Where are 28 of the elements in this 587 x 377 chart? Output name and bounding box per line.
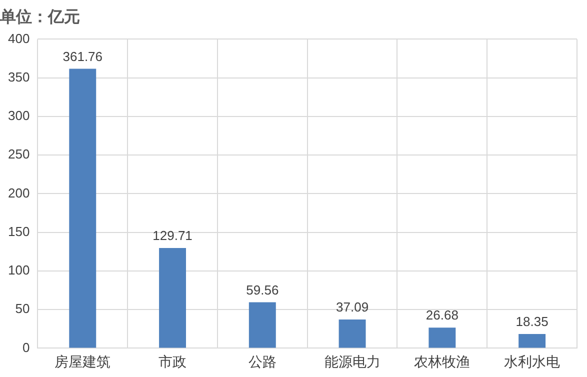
y-tick-label: 50 <box>15 301 30 316</box>
y-tick-label: 400 <box>8 30 30 46</box>
y-tick-label: 250 <box>8 146 30 162</box>
bar <box>69 68 96 348</box>
x-tick-label: 公路 <box>248 353 276 370</box>
x-tick-label: 市政 <box>158 353 187 370</box>
x-tick-label: 能源电力 <box>324 353 380 370</box>
y-tick-label: 300 <box>8 108 30 124</box>
y-tick-label: 200 <box>8 185 30 200</box>
bar <box>428 328 456 348</box>
bar <box>159 248 186 348</box>
x-tick-label: 水利水电 <box>504 353 560 370</box>
y-tick-label: 350 <box>8 69 30 84</box>
chart-title: 单位：亿元 <box>0 8 80 26</box>
y-tick-label: 0 <box>22 340 30 355</box>
data-label: 129.71 <box>152 228 192 244</box>
bar <box>518 334 546 348</box>
y-tick-label: 100 <box>8 262 30 278</box>
y-tick-label: 150 <box>8 224 30 239</box>
data-label: 59.56 <box>246 282 279 298</box>
data-label: 18.35 <box>516 314 548 330</box>
x-tick-label: 农林牧渔 <box>414 353 470 370</box>
x-tick-label: 房屋建筑 <box>54 353 111 370</box>
data-label: 37.09 <box>336 300 369 315</box>
bar <box>248 302 276 348</box>
bar <box>338 320 366 348</box>
data-label: 361.76 <box>62 48 103 64</box>
data-label: 26.68 <box>426 308 458 323</box>
